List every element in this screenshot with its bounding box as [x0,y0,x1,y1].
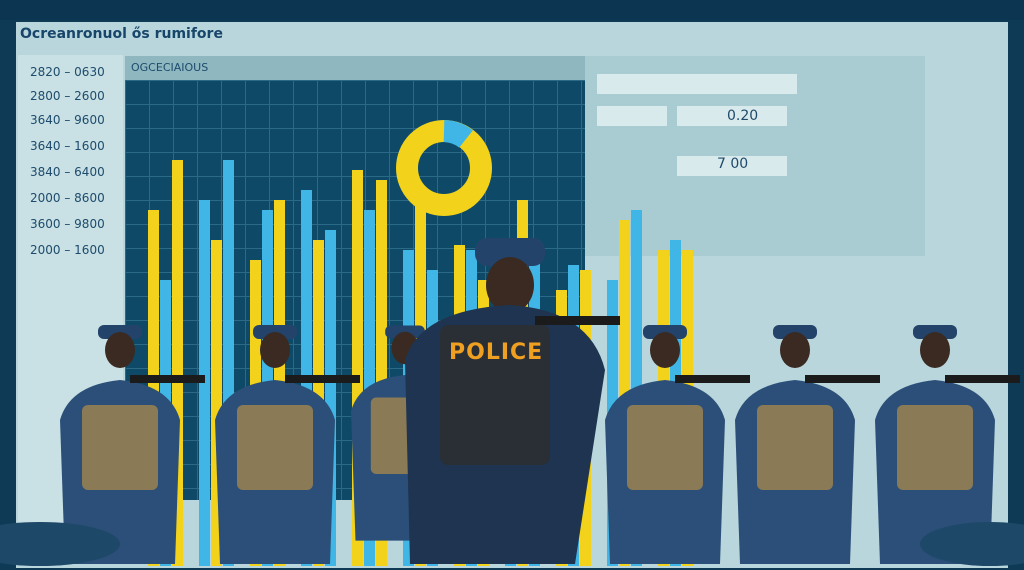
summary-panel: 0.20 7 00 [585,56,925,256]
summary-value: 0.20 [727,108,759,124]
tactical-vest [440,325,550,465]
chart-header: OGCECIAIOUS [125,56,585,80]
bar [352,170,363,566]
central-officer [405,238,620,564]
bar [325,230,336,566]
summary-row [597,74,797,94]
car-right [920,522,1024,566]
bar [376,180,387,566]
tick-label: 2000 – 8600 [30,191,105,205]
bar [148,210,159,566]
chart-header-text: OGCECIAIOUS [131,61,209,74]
tick-label: 2800 – 2600 [30,89,105,103]
cap [385,325,425,339]
tactical-vest [627,405,703,490]
tactical-vest [237,405,313,490]
head [260,332,290,368]
head [486,257,534,313]
summary-row [597,106,667,126]
car-left [0,522,120,566]
bar [211,240,222,566]
head [780,332,810,368]
rifle [130,375,205,383]
officer [735,325,880,564]
head [105,332,135,368]
bar [223,160,234,566]
tactical-vest [82,405,158,490]
tactical-vest [757,405,833,490]
tick-label: 2000 – 1600 [30,243,105,257]
tick-label: 2820 – 0630 [30,65,105,79]
officer [60,325,205,564]
tick-label: 3640 – 9600 [30,113,105,127]
rifle [805,375,880,383]
officer [875,325,1020,564]
rifle [285,375,360,383]
dashboard-title: Ocreanronuol ős rumifore [20,26,223,42]
summary-value: 7 00 [717,156,749,172]
vest-label: POLICE [449,340,544,365]
rifle [675,375,750,383]
head [650,332,680,368]
tick-label: 3600 – 9800 [30,217,105,231]
tick-label: 3840 – 6400 [30,165,105,179]
bar [172,160,183,566]
summary-row [677,106,787,126]
rifle [945,375,1020,383]
top-bar [0,0,1024,20]
tick-label: 3640 – 1600 [30,139,105,153]
donut-segment [443,120,473,149]
officer [215,325,360,564]
summary-row [677,156,787,176]
officer [605,325,750,564]
head [920,332,950,368]
cap [475,238,545,266]
rifle [535,316,620,325]
tactical-vest [897,405,973,490]
